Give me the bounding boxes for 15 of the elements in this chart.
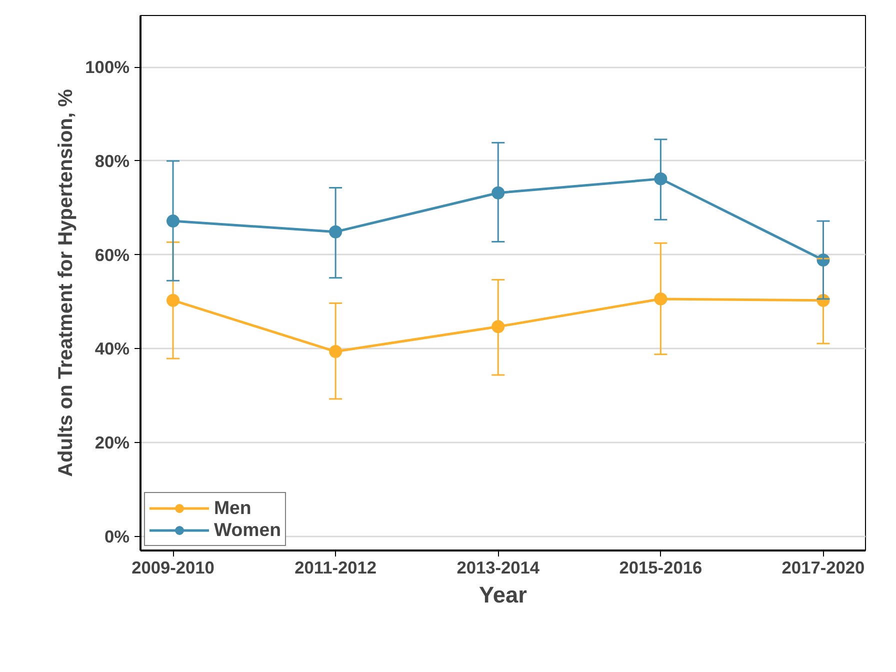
x-tick-label: 2017-2020	[782, 558, 865, 578]
y-tick-label: 40%	[94, 338, 130, 359]
x-tick-label: 2011-2012	[294, 558, 377, 578]
y-tick-label: 60%	[94, 244, 130, 265]
x-tick-label: 2015-2016	[619, 558, 702, 578]
y-tick-label: 20%	[94, 432, 130, 453]
x-tick-label: 2013-2014	[456, 558, 540, 578]
legend-label: Women	[214, 519, 282, 541]
y-axis-title: Adults on Treatment for Hypertension, %	[55, 88, 78, 477]
y-tick-label: 80%	[94, 150, 130, 171]
x-tick-label: 2009-2010	[132, 558, 214, 578]
x-axis-title: Year	[479, 582, 528, 608]
y-tick-label: 100%	[85, 57, 130, 78]
legend-label: Men	[214, 497, 252, 519]
y-tick-label: 0%	[104, 526, 130, 546]
